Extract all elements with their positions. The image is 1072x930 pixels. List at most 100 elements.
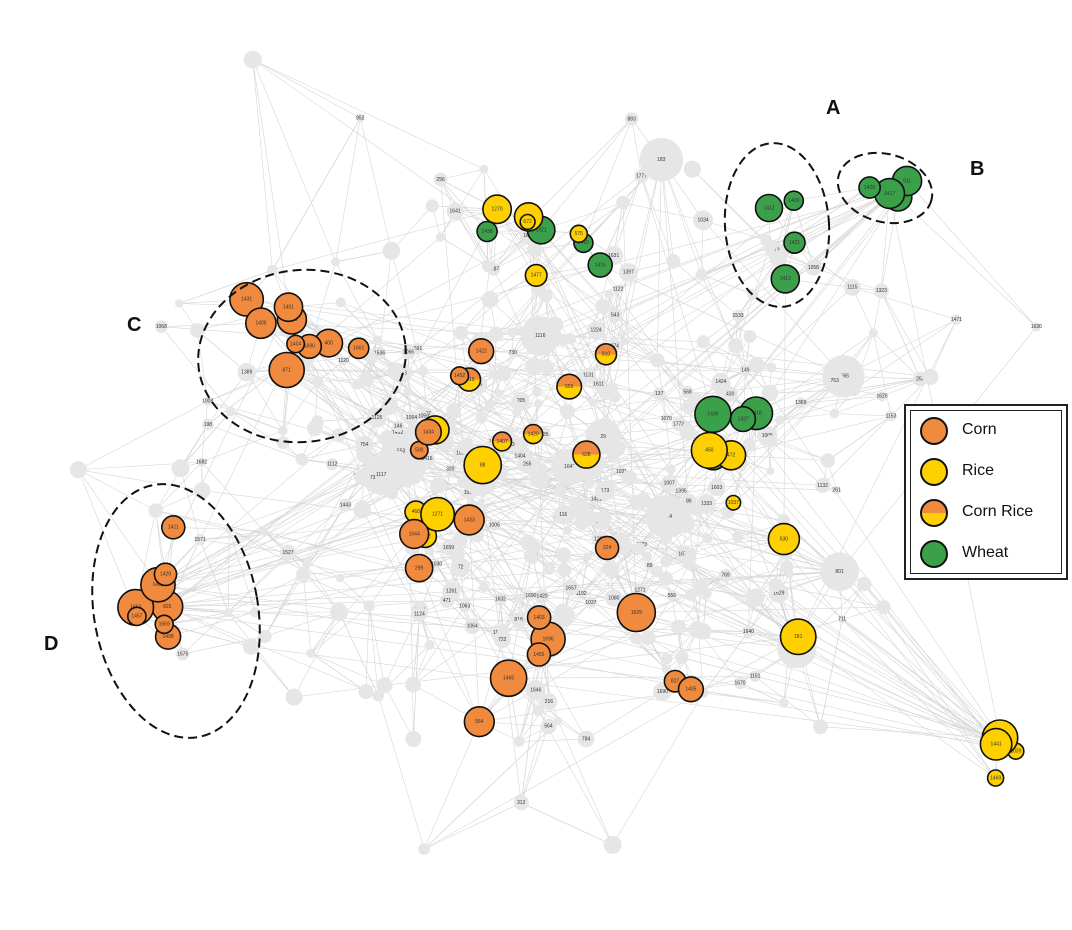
node-label: 1691: [411, 346, 422, 352]
network-node: [450, 547, 465, 562]
cluster-label-c: C: [127, 314, 142, 336]
network-node: [563, 580, 580, 597]
network-node: [403, 386, 413, 397]
corn-swatch: [920, 417, 948, 445]
network-node: [595, 298, 611, 315]
network-node: [666, 590, 677, 601]
node-label: 530: [780, 536, 789, 542]
network-node: [372, 689, 385, 702]
network-edge: [703, 220, 767, 241]
network-edge: [800, 396, 883, 404]
network-edge: [377, 695, 425, 850]
rice-swatch: [920, 458, 948, 486]
network-edge: [771, 441, 828, 461]
network-node-cornrice: [491, 431, 513, 452]
node-label: 1657: [566, 585, 577, 591]
network-edge: [853, 319, 957, 390]
network-edge: [703, 692, 784, 704]
network-node: [459, 437, 474, 452]
network-node: [430, 477, 447, 494]
network-edge: [135, 570, 565, 608]
node-label: 216: [545, 699, 554, 705]
network-edge: [496, 209, 668, 517]
node-label: 1471: [951, 317, 962, 323]
node-label: 1403: [534, 615, 545, 621]
network-node: [661, 664, 671, 674]
network-edge: [252, 59, 336, 262]
network-edge: [673, 260, 739, 316]
network-node: [684, 589, 697, 601]
legend-label-wheat: Wheat: [962, 544, 1009, 561]
network-edge: [528, 235, 785, 540]
node-label: 1407: [497, 439, 508, 445]
network-edge: [521, 802, 613, 846]
network-node: [497, 623, 509, 635]
node-label: 1599: [464, 490, 475, 496]
network-node: [358, 371, 375, 387]
node-label: 1409: [255, 321, 266, 327]
network-node-corn: [526, 605, 552, 630]
network-node: [693, 210, 714, 231]
node-label: 500: [415, 447, 424, 453]
network-node: [400, 475, 414, 488]
network-edge: [482, 464, 612, 570]
network-node-corn: [399, 518, 430, 550]
network-node: [404, 410, 419, 425]
network-node: [749, 670, 761, 683]
network-edge: [873, 332, 892, 417]
network-edge: [519, 738, 587, 742]
node-label: 1395: [676, 489, 687, 495]
network-edge: [701, 240, 767, 275]
network-edge: [369, 605, 385, 686]
node-label: 827: [671, 679, 680, 685]
network-node: [613, 284, 623, 294]
network-node: [661, 413, 672, 424]
network-edge: [304, 509, 363, 572]
network-node: [424, 639, 435, 650]
network-node: [431, 559, 442, 569]
node-label: 564: [475, 719, 484, 725]
network-edge: [161, 326, 231, 412]
network-node: [775, 415, 785, 425]
network-edge: [207, 369, 279, 425]
network-node: [832, 486, 841, 495]
network-node: [769, 250, 788, 268]
network-node: [685, 548, 697, 560]
network-node: [223, 608, 233, 618]
node-label: 1039: [1010, 749, 1021, 755]
network-node: [603, 835, 622, 854]
node-label: 564: [544, 724, 553, 730]
network-node: [365, 351, 377, 364]
network-node: [410, 472, 422, 484]
network-node: [604, 289, 614, 299]
network-edge: [550, 556, 588, 567]
network-node: [608, 308, 623, 323]
node-label: 1410: [578, 240, 589, 246]
network-edge: [520, 726, 549, 803]
network-edge: [437, 514, 520, 626]
network-node: [673, 503, 683, 512]
network-node-rice: [979, 727, 1013, 761]
network-edge: [304, 504, 346, 572]
node-label: 1675: [177, 651, 188, 657]
network-node: [514, 619, 525, 631]
network-node: [565, 333, 577, 345]
network-node: [876, 600, 891, 615]
cluster-a-outline: [723, 142, 831, 308]
network-node: [733, 676, 747, 690]
network-node: [742, 625, 755, 638]
network-edge: [230, 411, 283, 431]
network-edge: [771, 441, 823, 486]
network-node: [577, 730, 595, 748]
network-node: [676, 514, 695, 533]
network-node: [595, 510, 612, 527]
network-edge: [657, 159, 662, 361]
node-label: 1421: [789, 240, 800, 246]
network-edge: [690, 536, 738, 555]
network-node: [587, 321, 605, 340]
network-edge: [930, 319, 957, 378]
cluster-d-outline: [91, 483, 261, 739]
network-edge: [454, 211, 489, 267]
network-edge: [489, 404, 510, 431]
network-edge: [157, 584, 499, 633]
